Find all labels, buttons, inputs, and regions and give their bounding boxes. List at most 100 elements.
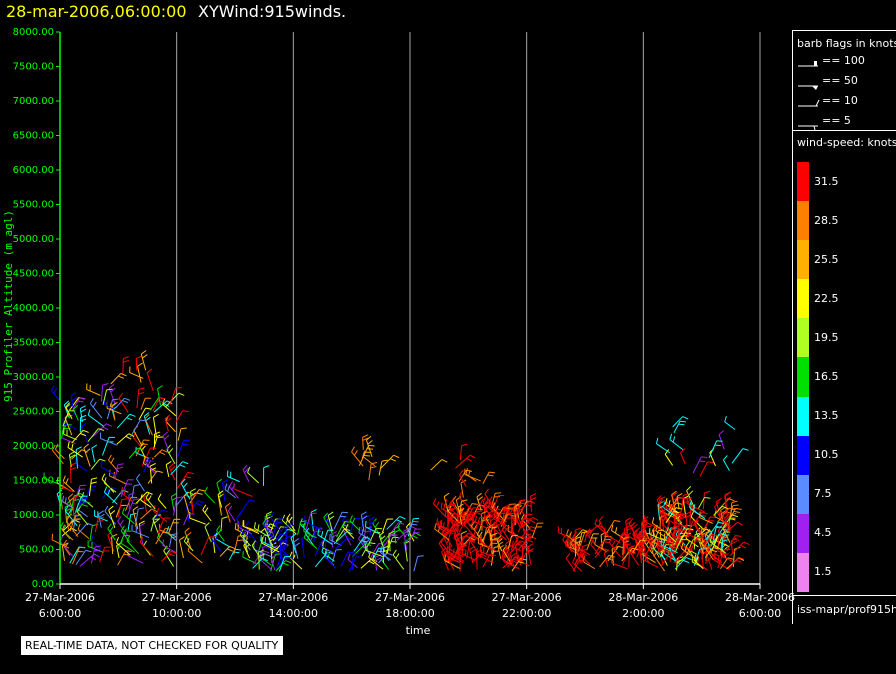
wind-barb: [121, 507, 135, 525]
wind-barb: [270, 511, 281, 532]
wind-barb: [358, 526, 373, 541]
wind-barb: [183, 491, 190, 516]
wind-barb: [730, 500, 738, 516]
wind-barb: [351, 446, 364, 467]
wind-barb: [242, 464, 250, 482]
wind-barb: [448, 542, 464, 558]
y-tick-label: 3500.00: [13, 338, 54, 349]
wind-barb: [272, 533, 287, 546]
barb-legend-title: barb flags in knots: [797, 37, 896, 50]
wind-barb: [632, 529, 642, 552]
wind-barb: [364, 520, 381, 535]
wind-barb: [329, 533, 342, 546]
wind-barb: [479, 534, 493, 551]
wind-barb: [643, 515, 662, 531]
wind-barb: [189, 489, 205, 504]
wind-barb: [116, 413, 136, 429]
wind-barb: [73, 404, 79, 421]
wind-barb: [262, 465, 270, 486]
wind-barb: [244, 521, 258, 543]
wind-barb: [177, 427, 187, 441]
colorbar-swatch: [797, 513, 809, 553]
wind-barb: [640, 552, 659, 568]
wind-barb: [100, 432, 118, 446]
wind-barb: [89, 523, 99, 542]
wind-barb: [434, 522, 450, 541]
wind-barb: [517, 536, 537, 551]
wind-barb: [383, 545, 390, 564]
wind-barb: [393, 525, 401, 544]
wind-barb: [604, 519, 621, 538]
wind-barb: [79, 553, 100, 567]
wind-barb: [692, 456, 708, 474]
wind-barb: [165, 461, 172, 478]
wind-barb: [70, 392, 78, 415]
colorbar-label: 10.5: [814, 448, 839, 462]
wind-barb: [461, 516, 474, 536]
wind-barb: [512, 503, 522, 525]
wind-barb: [89, 398, 103, 419]
wind-barb: [699, 461, 714, 477]
wind-barb: [438, 538, 450, 559]
wind-barb: [313, 526, 322, 543]
wind-barb: [258, 549, 265, 570]
wind-barb: [88, 477, 98, 497]
wind-barb: [517, 513, 533, 533]
wind-barb: [594, 538, 607, 552]
wind-barb: [153, 431, 161, 448]
wind-barb: [161, 550, 177, 562]
wind-barb: [218, 493, 224, 516]
wind-barb: [406, 520, 419, 534]
y-tick-label: 2000.00: [13, 441, 54, 452]
wind-barb: [303, 531, 318, 550]
wind-barb: [686, 520, 699, 538]
wind-barb: [566, 529, 580, 546]
wind-barb: [703, 533, 718, 546]
colorbar-label: 22.5: [814, 291, 839, 305]
wind-barb: [386, 533, 395, 554]
wind-barb: [454, 533, 462, 554]
wind-barb: [90, 534, 101, 550]
wind-barb: [103, 486, 118, 505]
wind-barb: [94, 510, 108, 522]
colorbar-label: 4.5: [814, 526, 832, 540]
wind-barb: [480, 545, 494, 558]
colorbar-swatch: [797, 240, 809, 280]
wind-barb: [169, 387, 182, 406]
wind-barb: [65, 515, 79, 537]
wind-barb: [403, 527, 410, 551]
wind-barb: [110, 372, 127, 385]
wind-barb: [687, 496, 697, 512]
wind-barb: [143, 540, 151, 556]
wind-barb: [183, 513, 195, 526]
wind-barb: [360, 511, 368, 532]
wind-barb: [443, 492, 450, 513]
wind-barb: [135, 473, 145, 492]
wind-barb: [392, 549, 405, 570]
wind-barb: [75, 522, 94, 537]
wind-barb: [279, 539, 287, 560]
wind-barb: [381, 518, 394, 533]
wind-barb: [510, 536, 525, 551]
colorbar-label: 31.5: [814, 174, 839, 188]
wind-barb: [107, 523, 116, 541]
wind-barb: [489, 513, 496, 531]
colorbar-label: 7.5: [814, 487, 832, 501]
wind-barb: [153, 509, 169, 520]
wind-barb: [668, 503, 683, 524]
wind-barb: [444, 498, 461, 518]
wind-barb: [649, 535, 666, 554]
wind-barb: [701, 538, 714, 561]
wind-barb: [272, 526, 287, 541]
colorbar-label: 19.5: [814, 330, 839, 344]
wind-barb: [139, 536, 154, 557]
wind-barb: [492, 512, 507, 528]
wind-barb: [173, 496, 183, 516]
colorbar-label: 13.5: [814, 409, 839, 423]
wind-barb: [511, 520, 519, 538]
wind-barb: [676, 492, 683, 510]
colorbar-swatch: [797, 552, 809, 592]
wind-barb: [152, 413, 159, 438]
wind-barb: [233, 482, 253, 497]
